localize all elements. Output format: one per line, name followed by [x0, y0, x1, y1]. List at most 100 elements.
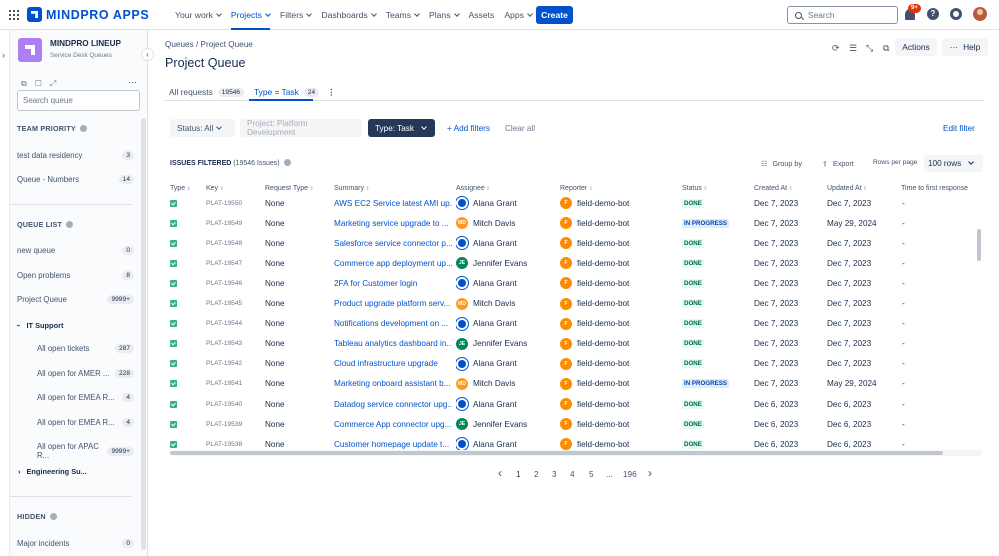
status-cell[interactable]: IN PROGRESS: [682, 213, 750, 233]
export-button[interactable]: ⇪ Export: [822, 159, 854, 168]
page-5-button[interactable]: 5: [589, 470, 594, 479]
page-1-button[interactable]: 1: [516, 470, 521, 479]
more-vertical-icon[interactable]: ⋮: [327, 87, 336, 97]
key-cell[interactable]: PLAT-19543: [206, 334, 261, 354]
nav-item-filters[interactable]: Filters: [280, 0, 313, 30]
summary-link[interactable]: Tableau analytics dashboard in...: [334, 339, 452, 349]
key-cell[interactable]: PLAT-19549: [206, 213, 261, 233]
nav-item-projects[interactable]: Projects: [230, 0, 271, 30]
assignee-cell[interactable]: MD Mitch Davis: [456, 374, 556, 394]
status-cell[interactable]: DONE: [682, 334, 750, 354]
page-3-button[interactable]: 3: [552, 470, 557, 479]
assignee-cell[interactable]: JE Jennifer Evans: [456, 414, 556, 434]
status-badge[interactable]: DONE: [682, 319, 704, 329]
summary-cell[interactable]: Tableau analytics dashboard in...: [334, 334, 452, 354]
nav-item-dashboards[interactable]: Dashboards: [321, 0, 377, 30]
status-cell[interactable]: DONE: [682, 434, 750, 454]
status-cell[interactable]: DONE: [682, 253, 750, 273]
table-row[interactable]: PLAT-19547 None Commerce app deployment up…: [168, 253, 976, 273]
key-cell[interactable]: PLAT-19539: [206, 414, 261, 434]
status-badge[interactable]: DONE: [682, 439, 704, 449]
table-horizontal-scrollbar[interactable]: [170, 451, 943, 455]
collapse-icon[interactable]: ⤡: [866, 43, 874, 53]
summary-cell[interactable]: Commerce App connector upg...: [334, 414, 452, 434]
column-header[interactable]: Summary ⇕: [334, 185, 370, 192]
summary-link[interactable]: Commerce app deployment up...: [334, 258, 452, 268]
it-support-group[interactable]: › IT Support: [15, 321, 64, 330]
assignee-cell[interactable]: JE Jennifer Evans: [456, 253, 556, 273]
assignee-cell[interactable]: Alana Grant: [456, 394, 556, 414]
column-header[interactable]: Assignee ⇕: [456, 185, 490, 192]
issue-key[interactable]: PLAT-19550: [206, 199, 243, 207]
summary-cell[interactable]: Cloud infrastructure upgrade: [334, 354, 452, 374]
nav-item-apps[interactable]: Apps: [504, 0, 533, 30]
summary-cell[interactable]: Marketing service upgrade to ...: [334, 213, 452, 233]
column-header[interactable]: Created At ⇕: [754, 185, 793, 192]
status-badge[interactable]: DONE: [682, 419, 704, 429]
avatar[interactable]: [973, 7, 987, 21]
tab-type-task[interactable]: Type = Task 24 ⋮: [254, 87, 336, 97]
sidebar-item[interactable]: new queue 0: [17, 246, 134, 255]
assignee-cell[interactable]: MD Mitch Davis: [456, 294, 556, 314]
actions-button[interactable]: Actions: [895, 38, 937, 56]
table-vertical-scrollbar[interactable]: [977, 229, 981, 261]
issue-key[interactable]: PLAT-19544: [206, 320, 243, 328]
summary-cell[interactable]: Marketing onboard assistant b...: [334, 374, 452, 394]
add-filters-button[interactable]: + Add filters: [447, 124, 491, 133]
issue-key[interactable]: PLAT-19539: [206, 420, 243, 428]
chevron-left-icon[interactable]: ‹: [498, 466, 502, 480]
page-2-button[interactable]: 2: [534, 470, 539, 479]
page-196-button[interactable]: 196: [623, 470, 637, 479]
create-button[interactable]: Create: [536, 6, 573, 24]
table-row[interactable]: PLAT-19550 None AWS EC2 Service latest AMI…: [168, 193, 976, 213]
sidebar-item[interactable]: Open problems 8: [17, 271, 134, 280]
nav-item-teams[interactable]: Teams: [386, 0, 420, 30]
copy-icon[interactable]: ⧉: [21, 79, 27, 88]
issue-key[interactable]: PLAT-19543: [206, 340, 243, 348]
sidebar-item[interactable]: All open for APAC R... 9999+: [37, 442, 134, 460]
table-row[interactable]: PLAT-19539 None Commerce App connector upg…: [168, 414, 976, 434]
sidebar-item[interactable]: All open tickets 287: [37, 344, 134, 353]
sidebar-item[interactable]: All open for EMEA R... 4: [37, 418, 134, 427]
more-icon[interactable]: ···: [128, 77, 137, 87]
nav-item-your-work[interactable]: Your work: [175, 0, 222, 30]
column-header[interactable]: Reporter ⇕: [560, 185, 593, 192]
clear-all-button[interactable]: Clear all: [505, 124, 536, 133]
table-row[interactable]: PLAT-19546 None 2FA for Customer login Alan…: [168, 273, 976, 293]
sidebar-item[interactable]: All open for EMEA R... 4: [37, 393, 134, 402]
status-badge[interactable]: DONE: [682, 278, 704, 288]
key-cell[interactable]: PLAT-19545: [206, 294, 261, 314]
summary-link[interactable]: Datadog service connector upg...: [334, 399, 452, 409]
chevron-right-icon[interactable]: ›: [648, 466, 652, 480]
table-row[interactable]: PLAT-19541 None Marketing onboard assistan…: [168, 374, 976, 394]
assignee-cell[interactable]: Alana Grant: [456, 354, 556, 374]
sort-icon[interactable]: ☰: [849, 43, 858, 53]
status-badge[interactable]: DONE: [682, 359, 704, 369]
column-header[interactable]: Updated At ⇕: [827, 185, 867, 192]
status-cell[interactable]: DONE: [682, 314, 750, 334]
help-icon[interactable]: ?: [927, 8, 939, 20]
status-cell[interactable]: DONE: [682, 193, 750, 213]
summary-link[interactable]: Notifications development on ...: [334, 319, 449, 329]
summary-link[interactable]: Commerce App connector upg...: [334, 419, 452, 429]
table-row[interactable]: PLAT-19538 None Customer homepage update t…: [168, 434, 976, 454]
search-input[interactable]: Search: [787, 6, 898, 24]
summary-cell[interactable]: 2FA for Customer login: [334, 273, 452, 293]
app-name[interactable]: MINDPRO APPS: [46, 8, 150, 22]
nav-item-plans[interactable]: Plans: [429, 0, 460, 30]
gear-icon[interactable]: [950, 8, 962, 20]
column-header[interactable]: Request Type ⇕: [265, 185, 314, 192]
status-badge[interactable]: DONE: [682, 258, 704, 268]
table-row[interactable]: PLAT-19545 None Product upgrade platform s…: [168, 294, 976, 314]
status-badge[interactable]: IN PROGRESS: [682, 379, 729, 389]
status-badge[interactable]: DONE: [682, 399, 704, 409]
rows-per-page-select[interactable]: 100 rows: [924, 155, 983, 172]
key-cell[interactable]: PLAT-19547: [206, 253, 261, 273]
status-filter[interactable]: Status: All: [170, 119, 235, 137]
